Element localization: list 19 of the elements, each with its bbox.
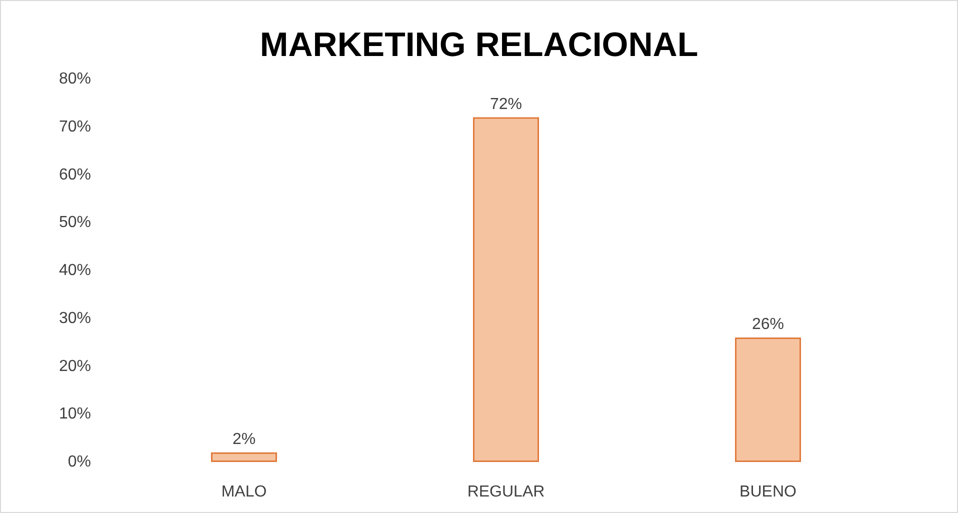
bar (735, 338, 801, 462)
y-tick-label: 40% (58, 262, 91, 279)
y-tick-label: 0% (68, 454, 91, 470)
y-tick-label: 80% (58, 70, 91, 88)
x-tick-label: MALO (221, 484, 267, 500)
x-tick-label: REGULAR (467, 484, 545, 500)
data-label: 26% (752, 316, 784, 334)
y-tick-label: 60% (58, 166, 91, 184)
data-label: 2% (232, 430, 256, 448)
x-tick-label: BUENO (740, 484, 796, 500)
chart-title: MARKETING RELACIONAL (260, 26, 698, 64)
bar (473, 117, 539, 462)
data-label: 72% (490, 96, 522, 113)
y-tick-label: 10% (58, 406, 91, 423)
y-tick-label: 70% (58, 118, 91, 136)
y-tick-label: 50% (58, 214, 91, 232)
y-tick-label: 30% (58, 310, 91, 327)
bar (211, 452, 277, 462)
y-tick-label: 20% (58, 358, 91, 375)
